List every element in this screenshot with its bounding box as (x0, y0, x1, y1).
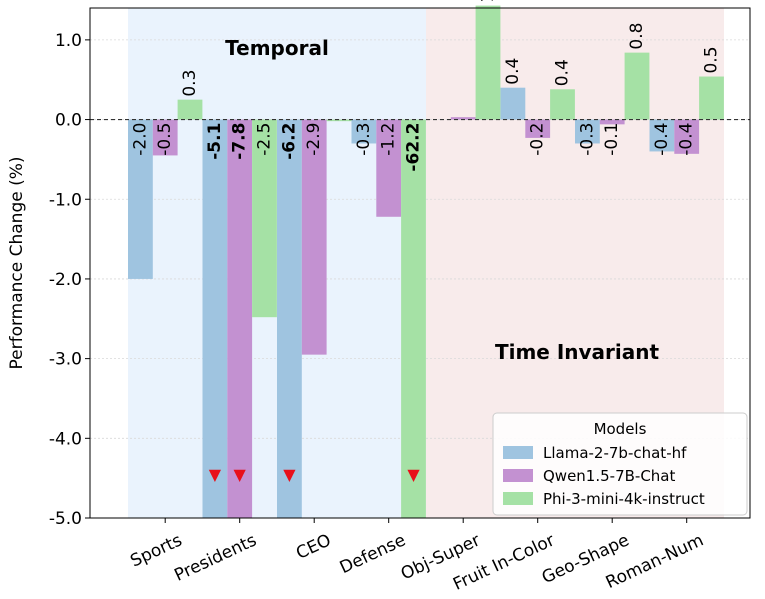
legend-box (492, 412, 748, 516)
bar (351, 119, 377, 144)
bar (202, 119, 228, 518)
bar-value-label: -0.4 (652, 123, 672, 156)
y-axis-label: Performance Change (%) (7, 156, 27, 369)
bar-value-labels: -2.0 -5.1 -6.2 -0.3 0.4 -0.3 -0.4 -0.5 -7.8 -2.9 -… (130, 0, 721, 172)
bar (674, 119, 700, 154)
y-tick-label: -1.0 (49, 190, 82, 210)
y-tick-label: 1.0 (55, 31, 82, 51)
bar (376, 119, 402, 217)
bar (450, 117, 476, 120)
y-tick-label: -5.0 (49, 509, 82, 529)
bar-value-label: -0.2 (528, 123, 548, 156)
bar (699, 76, 724, 120)
bar-value-label: 1.4 (478, 0, 498, 3)
bar (475, 5, 501, 120)
bar-value-label: 0.4 (553, 59, 573, 86)
clip-markers: ▼ ▼ ▼ ▼ (209, 465, 421, 484)
bar-value-label: 0.8 (627, 23, 647, 50)
legend-entry-label: Qwen1.5-7B-Chat (543, 467, 675, 485)
legend-swatch (503, 446, 533, 459)
clip-marker: ▼ (407, 465, 420, 484)
y-tick-label: -2.0 (49, 270, 82, 290)
legend-swatch (503, 492, 533, 505)
bars (128, 5, 724, 518)
bar-value-label: -62.2 (404, 123, 424, 172)
bar-value-label: -1.2 (379, 123, 399, 156)
bar-value-label: -2.5 (255, 123, 275, 156)
bar-value-label: -2.0 (130, 123, 150, 156)
bar (277, 119, 302, 518)
bar-value-label: 0.5 (702, 46, 722, 73)
bar (599, 119, 625, 125)
bar (177, 99, 203, 120)
bar-value-label: 0.4 (503, 58, 523, 85)
bar (624, 52, 650, 120)
legend-entry-label: Phi-3-mini-4k-instruct (543, 490, 705, 508)
legend-swatch (503, 469, 533, 482)
bar (128, 119, 153, 279)
bar-value-label: -5.1 (205, 123, 225, 160)
y-tick-label: -4.0 (49, 429, 82, 449)
y-tick-label: 0.0 (55, 111, 82, 131)
clip-marker: ▼ (209, 465, 222, 484)
plot-frame (89, 7, 751, 519)
clip-marker: ▼ (283, 465, 296, 484)
region-title-temporal: Temporal (225, 36, 329, 60)
bar (550, 89, 575, 120)
x-tick-label: Defense (337, 530, 409, 578)
bar-value-label: -0.5 (155, 123, 175, 156)
bar-value-label: -0.4 (677, 123, 697, 156)
legend-entry-label: Llama-2-7b-chat-hf (543, 444, 687, 462)
bar-value-label: -0.3 (354, 123, 374, 156)
x-tick-label: CEO (293, 530, 334, 563)
bar (500, 87, 526, 120)
legend: Models Llama-2-7b-chat-hf Qwen1.5-7B-Chat P… (492, 412, 748, 516)
bar-value-label: -6.2 (279, 123, 299, 160)
bar (575, 119, 600, 144)
bar-value-label: -7.8 (230, 123, 250, 160)
bar (227, 119, 253, 518)
bar-value-label: 0.3 (180, 70, 200, 97)
clip-marker: ▼ (234, 465, 247, 484)
bar (649, 119, 675, 152)
bar (401, 119, 426, 518)
bar (152, 119, 178, 156)
y-tick-label: -3.0 (49, 350, 82, 370)
bar (525, 119, 551, 138)
x-tick-label: Presidents (171, 530, 259, 585)
bar (252, 119, 277, 318)
bar (326, 119, 352, 122)
bar-value-label: -0.1 (602, 123, 622, 156)
region-titles: Temporal Time Invariant (225, 36, 659, 364)
bar-value-label: -2.9 (304, 123, 324, 156)
legend-title: Models (594, 420, 647, 438)
region-title-time-invariant: Time Invariant (495, 340, 660, 364)
bar-value-label: -0.3 (577, 123, 597, 156)
bar (301, 119, 327, 355)
